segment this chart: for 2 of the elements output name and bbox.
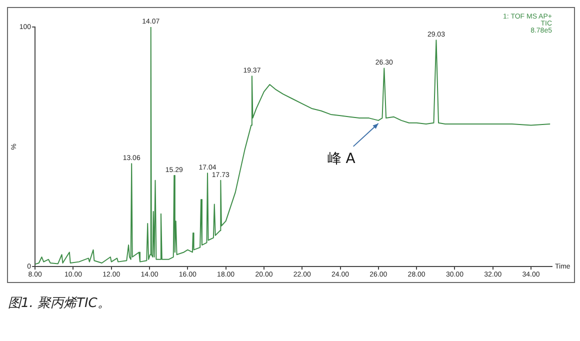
text: 图1. 聚丙烯TIC。 bbox=[8, 295, 110, 312]
annotation: 峰 A bbox=[327, 151, 356, 168]
